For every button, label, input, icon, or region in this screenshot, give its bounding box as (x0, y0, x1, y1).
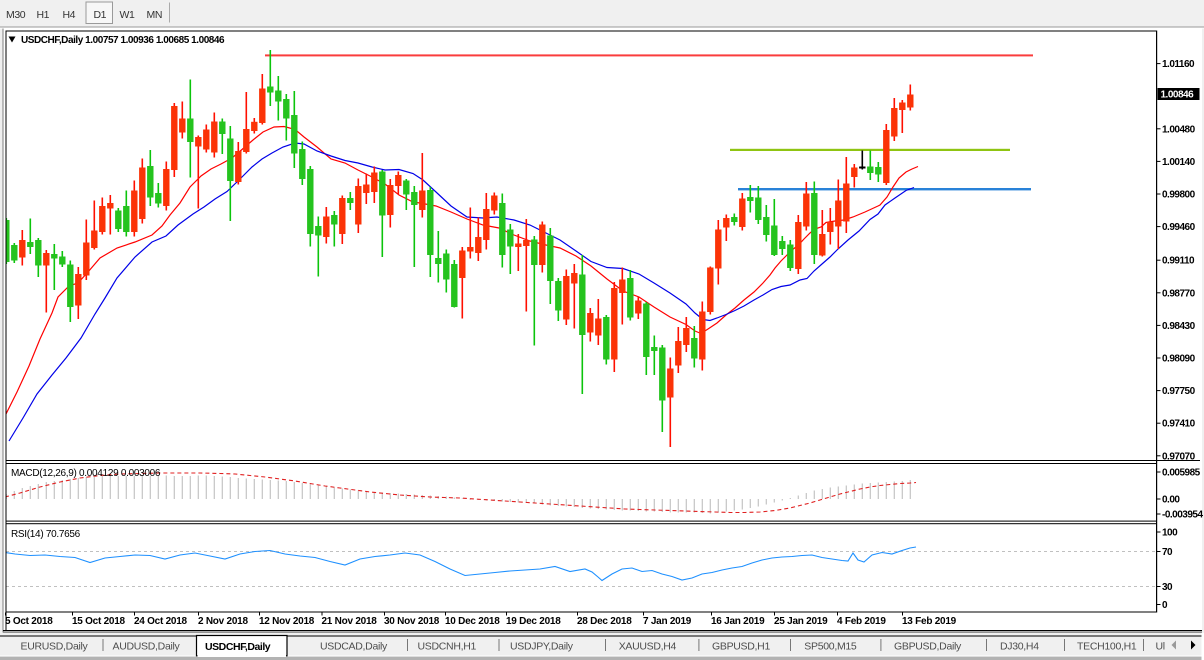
svg-text:10 Dec 2018: 10 Dec 2018 (445, 616, 500, 627)
svg-text:0: 0 (1162, 600, 1168, 611)
svg-text:AUDUSD,Daily: AUDUSD,Daily (113, 641, 181, 653)
svg-text:0.97410: 0.97410 (1162, 419, 1196, 430)
svg-text:1.01160: 1.01160 (1162, 59, 1195, 70)
svg-text:0.97070: 0.97070 (1162, 451, 1196, 462)
svg-text:0.99460: 0.99460 (1162, 222, 1196, 233)
svg-text:USDCHF,Daily: USDCHF,Daily (205, 641, 271, 653)
svg-text:24 Oct 2018: 24 Oct 2018 (134, 616, 188, 627)
svg-text:1.00480: 1.00480 (1162, 124, 1196, 135)
svg-text:GBPUSD,Daily: GBPUSD,Daily (894, 641, 962, 653)
svg-text:H4: H4 (63, 9, 76, 21)
svg-text:1.00846: 1.00846 (1161, 90, 1195, 101)
svg-text:USDJPY,Daily: USDJPY,Daily (510, 641, 574, 653)
svg-text:USDCAD,Daily: USDCAD,Daily (320, 641, 388, 653)
svg-text:TECH100,H1: TECH100,H1 (1077, 641, 1137, 653)
svg-text:100: 100 (1162, 528, 1178, 539)
svg-text:19 Dec 2018: 19 Dec 2018 (506, 616, 561, 627)
svg-text:28 Dec 2018: 28 Dec 2018 (577, 616, 632, 627)
svg-text:1.00140: 1.00140 (1162, 157, 1196, 168)
svg-text:16 Jan 2019: 16 Jan 2019 (711, 616, 765, 627)
svg-text:30: 30 (1162, 582, 1173, 593)
svg-text:0.00: 0.00 (1162, 495, 1180, 506)
svg-text:SP500,M15: SP500,M15 (804, 641, 857, 653)
svg-text:RSI(14) 70.7656: RSI(14) 70.7656 (11, 529, 81, 540)
svg-text:USDCHF,Daily 1.00757 1.00936: USDCHF,Daily 1.00757 1.00936 1.00685 1.0… (21, 35, 225, 46)
svg-text:0.98770: 0.98770 (1162, 288, 1196, 299)
svg-text:D1: D1 (94, 9, 107, 21)
svg-text:-0.003954: -0.003954 (1162, 510, 1203, 521)
svg-text:EURUSD,Daily: EURUSD,Daily (21, 641, 89, 653)
svg-text:MN: MN (147, 9, 163, 21)
svg-text:H1: H1 (37, 9, 50, 21)
svg-text:MACD(12,26,9) 0.004129 0.00300: MACD(12,26,9) 0.004129 0.003006 (11, 468, 161, 479)
svg-text:0.97750: 0.97750 (1162, 386, 1196, 397)
svg-text:70: 70 (1162, 547, 1173, 558)
svg-text:Ul: Ul (1156, 641, 1165, 653)
svg-text:2 Nov 2018: 2 Nov 2018 (198, 616, 248, 627)
svg-text:15 Oct 2018: 15 Oct 2018 (72, 616, 126, 627)
svg-text:0.99800: 0.99800 (1162, 190, 1196, 201)
svg-text:5 Oct 2018: 5 Oct 2018 (5, 616, 53, 627)
svg-text:M30: M30 (6, 9, 26, 21)
svg-text:13 Feb 2019: 13 Feb 2019 (902, 616, 957, 627)
svg-text:4 Feb 2019: 4 Feb 2019 (837, 616, 886, 627)
svg-text:30 Nov 2018: 30 Nov 2018 (384, 616, 440, 627)
svg-text:21 Nov 2018: 21 Nov 2018 (322, 616, 378, 627)
svg-text:7 Jan 2019: 7 Jan 2019 (643, 616, 692, 627)
svg-text:W1: W1 (120, 9, 136, 21)
svg-text:GBPUSD,H1: GBPUSD,H1 (712, 641, 770, 653)
svg-text:0.98090: 0.98090 (1162, 354, 1196, 365)
svg-text:25 Jan 2019: 25 Jan 2019 (774, 616, 828, 627)
svg-text:0.005985: 0.005985 (1162, 468, 1201, 479)
svg-text:USDCNH,H1: USDCNH,H1 (418, 641, 477, 653)
svg-text:XAUUSD,H4: XAUUSD,H4 (619, 641, 677, 653)
svg-text:12 Nov 2018: 12 Nov 2018 (259, 616, 315, 627)
svg-text:0.98430: 0.98430 (1162, 321, 1196, 332)
svg-text:DJ30,H4: DJ30,H4 (1000, 641, 1039, 653)
svg-text:0.99110: 0.99110 (1162, 256, 1195, 267)
